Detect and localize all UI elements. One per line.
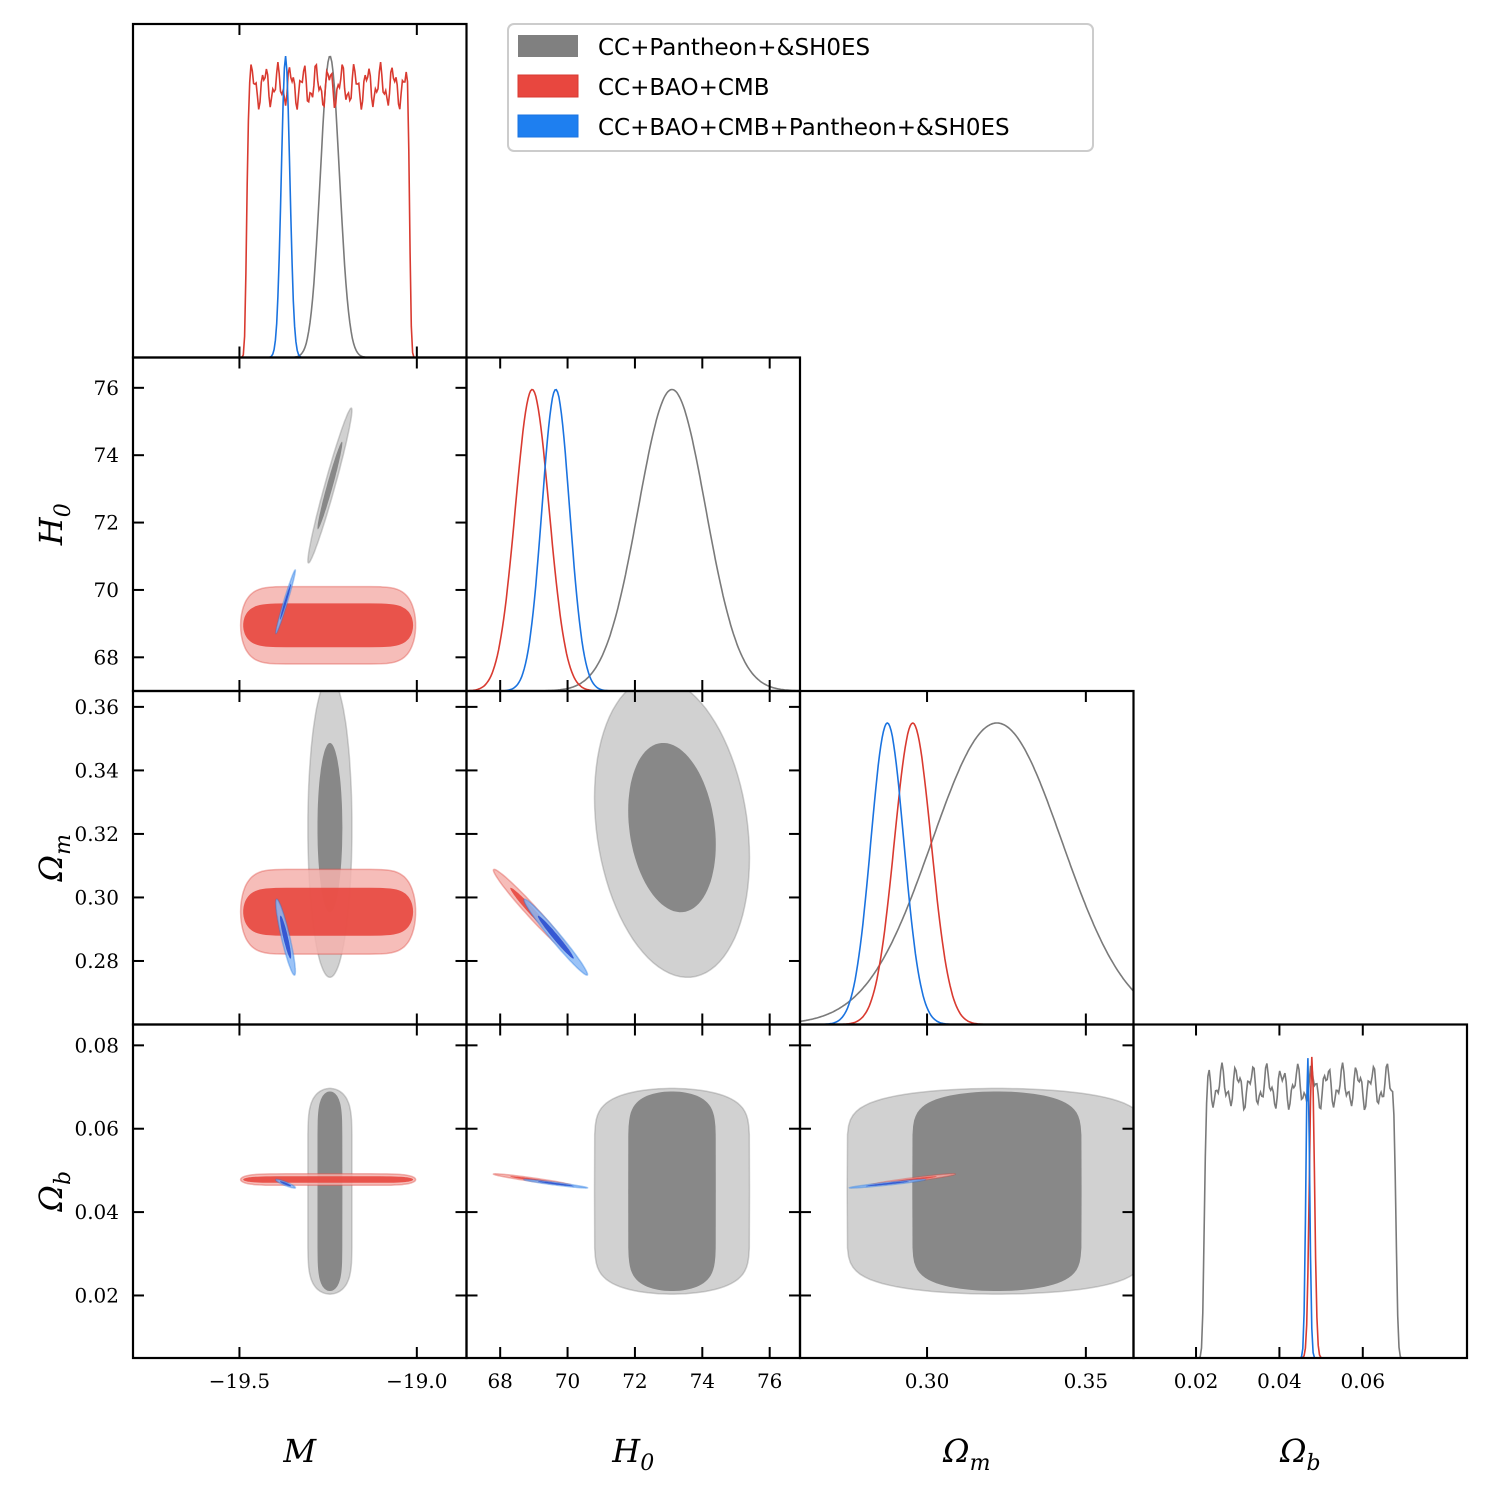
y-tick-label: 72 — [94, 511, 119, 535]
marginal-panel-Omega_b — [1133, 1056, 1467, 1358]
y-tick-label: 0.08 — [74, 1033, 119, 1057]
panel-frame-1-1 — [465, 356, 802, 693]
panel-frame-3-3 — [1132, 1023, 1469, 1360]
contour-panel-H0-vs-M — [239, 407, 417, 665]
y-tick-label: 0.32 — [74, 822, 119, 846]
x-tick-label: 76 — [757, 1369, 782, 1393]
contour-inner-s2 — [280, 915, 292, 959]
axis-title-Omega_m: Ωm — [942, 1432, 990, 1476]
y-tick-label: 0.34 — [74, 758, 119, 782]
y-tick-label: 68 — [94, 645, 119, 669]
axis-title-Omega_b: Ωb — [32, 1171, 76, 1213]
contour-inner-s2 — [537, 915, 574, 959]
x-tick-label: 0.06 — [1341, 1369, 1386, 1393]
marginal-line-s1 — [133, 61, 467, 358]
contour-inner-s0 — [628, 743, 716, 913]
marginal-line-s2 — [1133, 1058, 1467, 1358]
contour-inner-s2 — [865, 1181, 909, 1187]
axis-title-Omega_m: Ωm — [32, 834, 76, 882]
marginal-line-s1 — [1133, 1056, 1467, 1358]
x-tick-label: −19.0 — [386, 1369, 447, 1393]
marginal-line-s0 — [800, 722, 1134, 1023]
x-tick-label: −19.5 — [209, 1369, 270, 1393]
contour-inner-s0 — [317, 441, 343, 530]
x-tick-label: 70 — [555, 1369, 580, 1393]
marginal-panel-H0 — [466, 388, 800, 691]
contour-panel-Omega_m-vs-M — [239, 691, 417, 978]
contour-inner-s1 — [243, 603, 414, 648]
x-tick-label: 68 — [487, 1369, 512, 1393]
x-tick-label: 0.35 — [1064, 1369, 1109, 1393]
legend-swatch-blue — [517, 114, 579, 138]
legend-label-red: CC+BAO+CMB — [598, 75, 770, 101]
axis-title-Omega_b: Ωb — [1279, 1432, 1321, 1476]
y-tick-label: 0.30 — [74, 885, 119, 909]
x-tick-label: 74 — [690, 1369, 715, 1393]
y-tick-label: 0.04 — [74, 1200, 119, 1224]
contour-panel-Omega_b-vs-H0 — [492, 1087, 751, 1295]
contour-inner-s2 — [280, 1181, 292, 1187]
y-tick-label: 74 — [94, 443, 119, 467]
contour-panel-Omega_b-vs-M — [239, 1087, 417, 1295]
contour-inner-s2 — [280, 583, 292, 620]
marginal-line-s0 — [466, 388, 800, 691]
x-tick-label: 72 — [622, 1369, 647, 1393]
y-tick-label: 0.06 — [74, 1117, 119, 1141]
legend-swatch-gray — [518, 35, 578, 57]
y-tick-label: 70 — [94, 578, 119, 602]
legend-swatch-red — [517, 74, 579, 98]
marginal-line-s1 — [800, 722, 1134, 1025]
panel-frame-2-0 — [131, 689, 468, 1026]
x-tick-label: 0.02 — [1174, 1369, 1219, 1393]
marginal-line-s1 — [466, 388, 800, 691]
marginal-panel-M — [133, 55, 467, 358]
marginal-line-s0 — [1133, 1062, 1467, 1358]
marginal-line-s2 — [466, 388, 800, 691]
marginal-panel-Omega_m — [800, 722, 1134, 1025]
marginal-line-s2 — [800, 722, 1134, 1025]
panel-frame-0-0 — [131, 22, 468, 359]
contour-inner-s0 — [317, 1091, 343, 1291]
y-tick-label: 0.36 — [74, 695, 119, 719]
axis-title-H0: H0 — [611, 1432, 654, 1476]
legend-label-gray: CC+Pantheon+&SH0ES — [598, 35, 870, 61]
contour-inner-s1 — [243, 887, 414, 936]
y-tick-label: 0.28 — [74, 949, 119, 973]
contour-inner-s2 — [537, 1181, 574, 1187]
marginal-line-s2 — [133, 56, 467, 358]
contour-inner-s0 — [628, 1091, 716, 1291]
y-tick-label: 76 — [94, 376, 119, 400]
marginal-line-s0 — [133, 55, 467, 358]
x-tick-label: 0.04 — [1257, 1369, 1302, 1393]
contour-inner-s1 — [243, 1176, 414, 1183]
legend-label-blue: CC+BAO+CMB+Pantheon+&SH0ES — [598, 115, 1010, 141]
contour-panel-Omega_b-vs-Omega_m — [846, 1087, 1134, 1295]
contour-inner-s0 — [912, 1091, 1082, 1291]
legend: CC+Pantheon+&SH0ES CC+BAO+CMB CC+BAO+CMB… — [507, 23, 1094, 152]
x-tick-label: 0.30 — [905, 1369, 950, 1393]
axis-title-M: M — [282, 1432, 317, 1470]
y-tick-label: 0.02 — [74, 1283, 119, 1307]
contour-panel-Omega_m-vs-H0 — [492, 691, 751, 979]
axis-title-H0: H0 — [32, 503, 76, 546]
panel-frame-3-0 — [131, 1023, 468, 1360]
legend-box — [507, 23, 1094, 152]
panel-frame-2-2 — [798, 689, 1135, 1026]
